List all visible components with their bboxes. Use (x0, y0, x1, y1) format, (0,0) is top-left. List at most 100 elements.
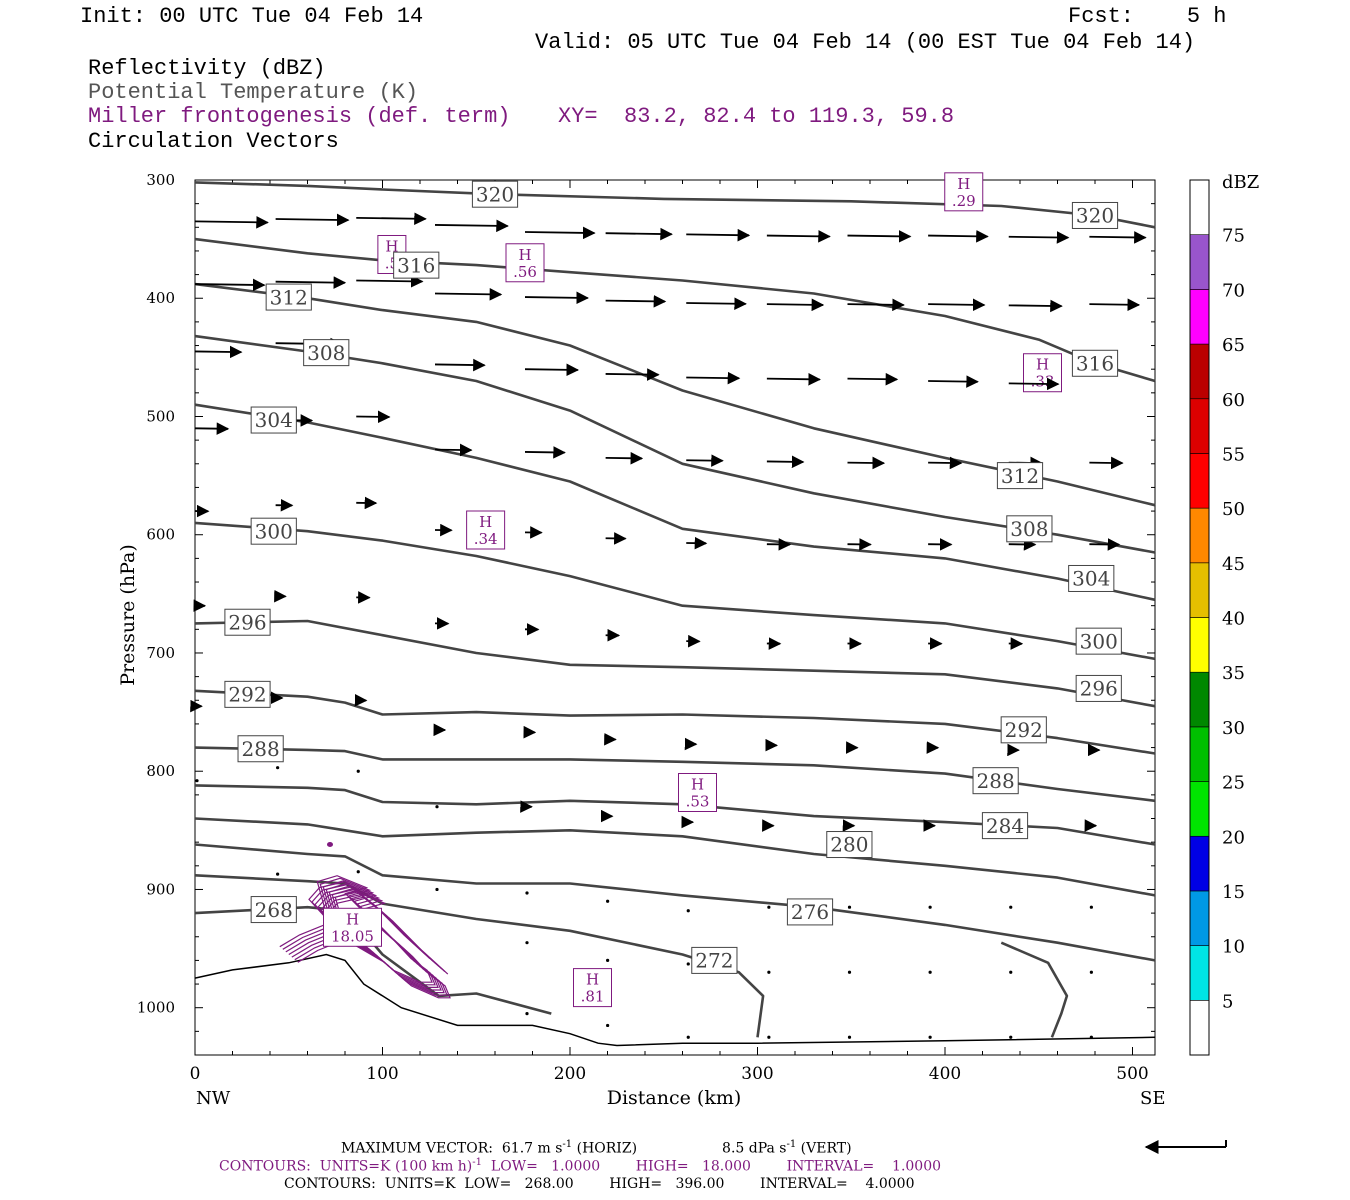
theta-label-316-box (1071, 349, 1119, 377)
vector-arrow (766, 298, 825, 312)
vector-point (928, 905, 932, 909)
fronto-max-label: H (479, 513, 492, 531)
vector-arrow (847, 372, 899, 386)
colorbar-level: 70 (1222, 280, 1245, 301)
theta-label-300: 300 (255, 519, 293, 543)
theta-label-296: 296 (1080, 677, 1118, 701)
theta-label-276: 276 (791, 900, 829, 924)
y-tick-label: 1000 (137, 999, 175, 1017)
fronto-max-label: H (691, 776, 704, 794)
theta-label-292: 292 (228, 683, 266, 707)
colorbar-level: 20 (1222, 827, 1245, 848)
x-tick-label: 0 (190, 1064, 201, 1084)
colorbar-swatch (1189, 234, 1210, 290)
vector-point (1009, 905, 1013, 909)
vector-arrow (434, 219, 509, 233)
x-end-label-left: NW (196, 1088, 231, 1109)
plot-border (194, 179, 1156, 1056)
vector-arrow (275, 276, 347, 289)
vector-arrow (928, 229, 989, 243)
vector-arrow (686, 454, 724, 467)
colorbar-level: 75 (1222, 226, 1245, 247)
vector-point (928, 970, 932, 974)
vector-arrow (686, 228, 751, 242)
colorbar-border (1189, 179, 1210, 1056)
theta-label-272-box (691, 946, 738, 974)
vector-point (525, 941, 529, 945)
fronto-max-value: .53 (686, 793, 710, 811)
theta-line-276 (194, 843, 1156, 962)
theta-line-280 (194, 817, 1156, 897)
fronto-max-label: H (518, 246, 531, 264)
colorbar-level: 50 (1222, 499, 1245, 520)
vector-arrow (686, 297, 747, 310)
y-tick-label: 500 (146, 407, 175, 425)
theta-label-276-box (786, 898, 834, 926)
theta-label-300-box (1075, 627, 1122, 655)
field-frontogenesis: Miller frontogenesis (def. term) (88, 104, 511, 129)
vector-point (847, 1035, 852, 1039)
colorbar-swatch (1189, 890, 1210, 946)
fronto-max-value: .34 (474, 530, 498, 548)
theta-label-292: 292 (1005, 718, 1043, 742)
theta-label-320: 320 (476, 182, 514, 206)
vector-arrow (928, 298, 986, 312)
theta-label-300: 300 (1080, 629, 1118, 653)
theta-label-308-box (1006, 515, 1053, 543)
fronto-max-label: H (385, 237, 398, 255)
theta-line-292 (194, 689, 1156, 755)
vector-point (686, 962, 690, 966)
x-axis-label: Distance (km) (607, 1087, 742, 1109)
theta-line-268 (194, 905, 552, 1015)
colorbar-swatch (1189, 1000, 1210, 1056)
vector-point (606, 1023, 610, 1028)
y-tick-label: 800 (146, 762, 175, 780)
vector-arrow (194, 278, 266, 292)
fronto-max-label: H (586, 971, 599, 989)
fronto-max-box (323, 907, 382, 947)
theta-label-288: 288 (977, 769, 1015, 793)
colorbar-level: 60 (1222, 390, 1245, 411)
theta-label-268: 268 (255, 898, 293, 922)
vector-arrow (1008, 377, 1060, 391)
vector-point (435, 887, 439, 892)
vector-point (1089, 1035, 1093, 1039)
vector-arrow (356, 275, 424, 288)
vector-point (847, 905, 852, 909)
fronto-max-value: .81 (581, 988, 605, 1006)
theta-label-288-box (237, 735, 284, 763)
fronto-max-box (505, 243, 545, 283)
theta-label-312: 312 (1001, 464, 1039, 488)
vector-arrow (605, 368, 660, 381)
theta-label-280: 280 (830, 833, 868, 857)
fronto-spot (327, 842, 333, 848)
theta-label-272: 272 (695, 949, 733, 973)
fronto-max-box (573, 968, 612, 1008)
fronto-max-label: H (346, 910, 359, 928)
colorbar-level: 30 (1222, 718, 1245, 739)
theta-label-300-box (250, 517, 297, 545)
vector-arrow (605, 227, 673, 241)
contours-theta-line: CONTOURS: UNITS=K LOW= 268.00 HIGH= 396.… (284, 1176, 915, 1192)
vector-point (1009, 1035, 1013, 1039)
x-tick-label: 300 (741, 1064, 773, 1084)
vector-arrow (524, 446, 566, 459)
vector-point (525, 1012, 529, 1016)
vector-point (767, 1035, 771, 1039)
theta-label-316: 316 (397, 253, 435, 277)
theta-label-312: 312 (270, 285, 308, 309)
colorbar-swatch (1189, 453, 1210, 509)
colorbar-swatch (1189, 835, 1210, 892)
colorbar-swatch (1189, 179, 1210, 235)
y-axis-label: Pressure (hPa) (117, 544, 139, 686)
x-tick-label: 400 (929, 1064, 961, 1084)
field-reflectivity: Reflectivity (dBZ) (88, 56, 326, 81)
theta-label-296-box (224, 608, 271, 636)
fronto-max-box (466, 510, 506, 550)
colorbar-swatch (1189, 945, 1210, 1001)
vector-arrow (605, 295, 667, 308)
theta-line-304 (194, 403, 1156, 602)
colorbar-level: 35 (1222, 663, 1245, 684)
forecast-hour: Fcst: 5 h (1068, 4, 1227, 29)
colorbar-swatch (1189, 781, 1210, 837)
